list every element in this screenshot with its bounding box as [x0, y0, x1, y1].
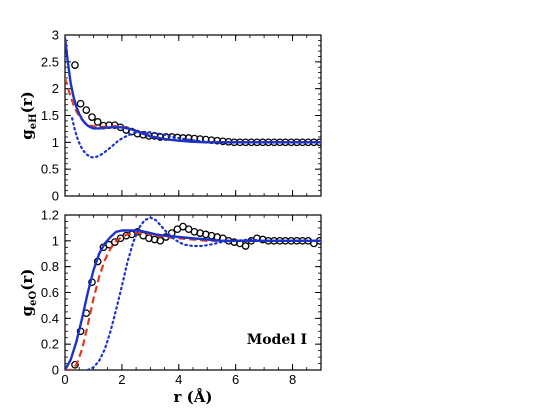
y-axis-title: geO(r) — [18, 269, 39, 317]
y-tick-label: 2.5 — [41, 54, 59, 69]
series-line-dotted — [86, 216, 321, 370]
data-point-circle — [76, 99, 85, 108]
plot-area — [65, 216, 321, 370]
data-point-circle — [88, 113, 96, 121]
chart-panel-top: 0 0.5 1 1.5 2 2.5 3 geH(r) — [18, 28, 322, 204]
x-axis-title: r (Å) — [174, 388, 213, 406]
plot-frame — [64, 34, 322, 197]
data-point-circle — [71, 61, 79, 69]
y-tick-label: 2 — [52, 81, 59, 96]
y-tick-label: 0.5 — [41, 162, 59, 177]
data-point-circle — [93, 118, 102, 126]
model-annotation: Model I — [247, 332, 307, 348]
y-tick-label: 0.6 — [41, 285, 59, 300]
y-tick-label: 0.2 — [41, 337, 59, 352]
x-tick-label: 0 — [61, 372, 68, 387]
y-tick-label: 0.8 — [41, 259, 59, 274]
x-tick-label: 2 — [118, 372, 125, 387]
y-tick-label: 1 — [52, 135, 59, 150]
y-tick-label: 0 — [52, 189, 59, 204]
x-tick-label: 4 — [175, 372, 182, 387]
y-axis-title-suffix: (r) — [18, 91, 36, 113]
y-tick-label: 0.4 — [41, 311, 59, 326]
series-line-dotted — [71, 117, 321, 159]
data-point-circle — [110, 238, 119, 246]
data-point-circle — [71, 360, 79, 369]
y-axis-title-suffix: (r) — [18, 269, 36, 291]
y-axis-title: geH(r) — [18, 91, 39, 139]
series-line-dashed — [65, 77, 321, 144]
data-point-circle — [241, 242, 250, 250]
y-tick-label: 0 — [52, 363, 59, 378]
y-tick-label: 3 — [52, 28, 59, 43]
x-tick-label: 6 — [232, 372, 239, 387]
y-axis-title-subscript: eO — [28, 290, 39, 305]
plot-area — [65, 37, 321, 159]
y-tick-label: 1.5 — [41, 108, 59, 123]
chart-panel-bottom: 0 2 4 6 8 0 0.2 0.4 0.6 0.8 1 1.2 geO(r) r (Å) Model I — [18, 208, 322, 406]
data-point-circle — [213, 136, 222, 145]
data-point-circle — [82, 106, 91, 114]
y-tick-label: 1.2 — [41, 208, 59, 223]
data-point-circle — [156, 236, 165, 245]
y-axis-title-main: g — [18, 305, 36, 316]
x-tick-label: 8 — [289, 372, 296, 387]
series-line-dashed — [65, 232, 321, 370]
y-axis-title-main: g — [18, 129, 36, 140]
y-tick-label: 1 — [52, 233, 59, 248]
y-axis-title-subscript: eH — [28, 113, 39, 129]
series-line-solid — [65, 229, 321, 370]
